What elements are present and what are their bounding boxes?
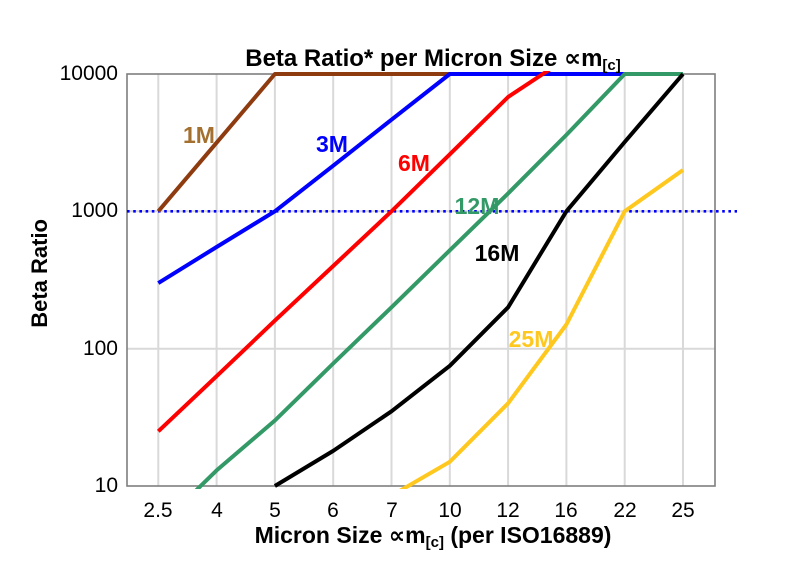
series-line-12M [194,72,683,489]
series-label-12M: 12M [455,193,500,219]
x-tick-label-4: 4 [211,499,223,522]
chart-title-subscript: [c] [602,57,621,74]
x-tick-label-25: 25 [671,499,695,522]
series-line-6M [156,71,551,433]
y-tick-label-1000: 1000 [71,199,118,222]
series-line-25M [399,168,685,489]
chart-title: Beta Ratio* per Micron Size ∝m[c] [133,44,733,74]
x-axis-title: Micron Size ∝m[c] (per ISO16889) [133,522,733,551]
x-tick-label-10: 10 [438,499,462,522]
y-tick-label-10: 10 [94,474,118,497]
x-axis-title-subscript: [c] [425,534,444,551]
series-line-16M [273,72,685,488]
series-label-3M: 3M [316,131,348,157]
y-axis-title: Beta Ratio [27,219,52,328]
series-label-1M: 1M [183,122,215,148]
x-tick-label-16: 16 [554,499,578,522]
x-tick-label-22: 22 [613,499,637,522]
series-line-3M [157,72,683,285]
series-label-6M: 6M [398,150,430,176]
x-tick-label-2.5: 2.5 [143,499,173,522]
chart-title-text: Beta Ratio* per Micron Size [245,45,564,72]
x-axis-title-suffix: (per ISO16889) [443,522,612,548]
y-tick-label-10000: 10000 [59,62,118,85]
x-tick-label-7: 7 [386,499,398,522]
series-label-16M: 16M [475,240,520,266]
x-axis-proportional-symbol: ∝m [388,522,426,548]
x-tick-label-5: 5 [269,499,281,522]
x-tick-label-6: 6 [327,499,339,522]
y-tick-label-100: 100 [82,337,118,360]
series-label-25M: 25M [509,326,554,352]
x-tick-label-12: 12 [496,499,520,522]
proportional-symbol: ∝m [563,45,603,72]
x-axis-title-text: Micron Size [254,522,389,548]
